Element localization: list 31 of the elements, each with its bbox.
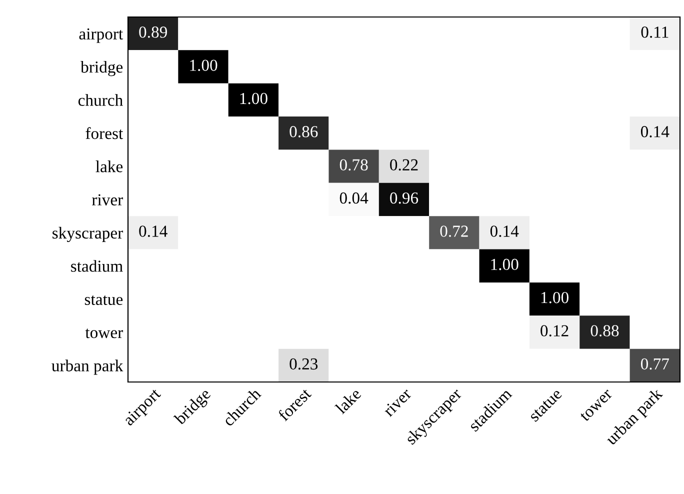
data-label: 0.72 xyxy=(440,226,468,237)
data-label: 0.78 xyxy=(340,159,368,171)
x-tick-label: lake xyxy=(334,387,362,415)
data-label: 0.04 xyxy=(340,192,368,204)
y-tick-label: river xyxy=(92,194,123,206)
data-label: 1.00 xyxy=(491,258,518,270)
y-tick-label: forest xyxy=(86,127,124,140)
y-tick-label: church xyxy=(78,94,123,106)
data-label: 1.00 xyxy=(240,92,268,104)
y-tick-label: skyscraper xyxy=(52,226,123,242)
data-label: 0.22 xyxy=(390,159,418,171)
data-label: 1.00 xyxy=(541,292,568,304)
data-label: 0.11 xyxy=(641,26,668,38)
data-label: 0.96 xyxy=(390,192,418,204)
data-label: 0.12 xyxy=(540,325,568,336)
data-label: 1.00 xyxy=(190,60,218,72)
data-label: 0.23 xyxy=(290,358,318,370)
y-tick-label: stadium xyxy=(71,260,123,272)
data-label: 0.89 xyxy=(139,26,167,38)
y-tick-label: airport xyxy=(79,28,124,43)
data-label: 0.77 xyxy=(640,358,670,370)
y-tick-label: bridge xyxy=(80,60,123,76)
y-tick-label: tower xyxy=(85,328,123,338)
data-label: 0.88 xyxy=(590,325,619,336)
data-label: 0.14 xyxy=(640,126,670,138)
y-tick-label: statue xyxy=(84,295,123,305)
y-tick-label: urban park xyxy=(52,360,124,375)
data-label: 0.14 xyxy=(490,226,519,237)
data-label: 0.14 xyxy=(139,226,168,237)
data-label: 0.86 xyxy=(290,126,318,138)
y-tick-label: lake xyxy=(96,160,123,172)
